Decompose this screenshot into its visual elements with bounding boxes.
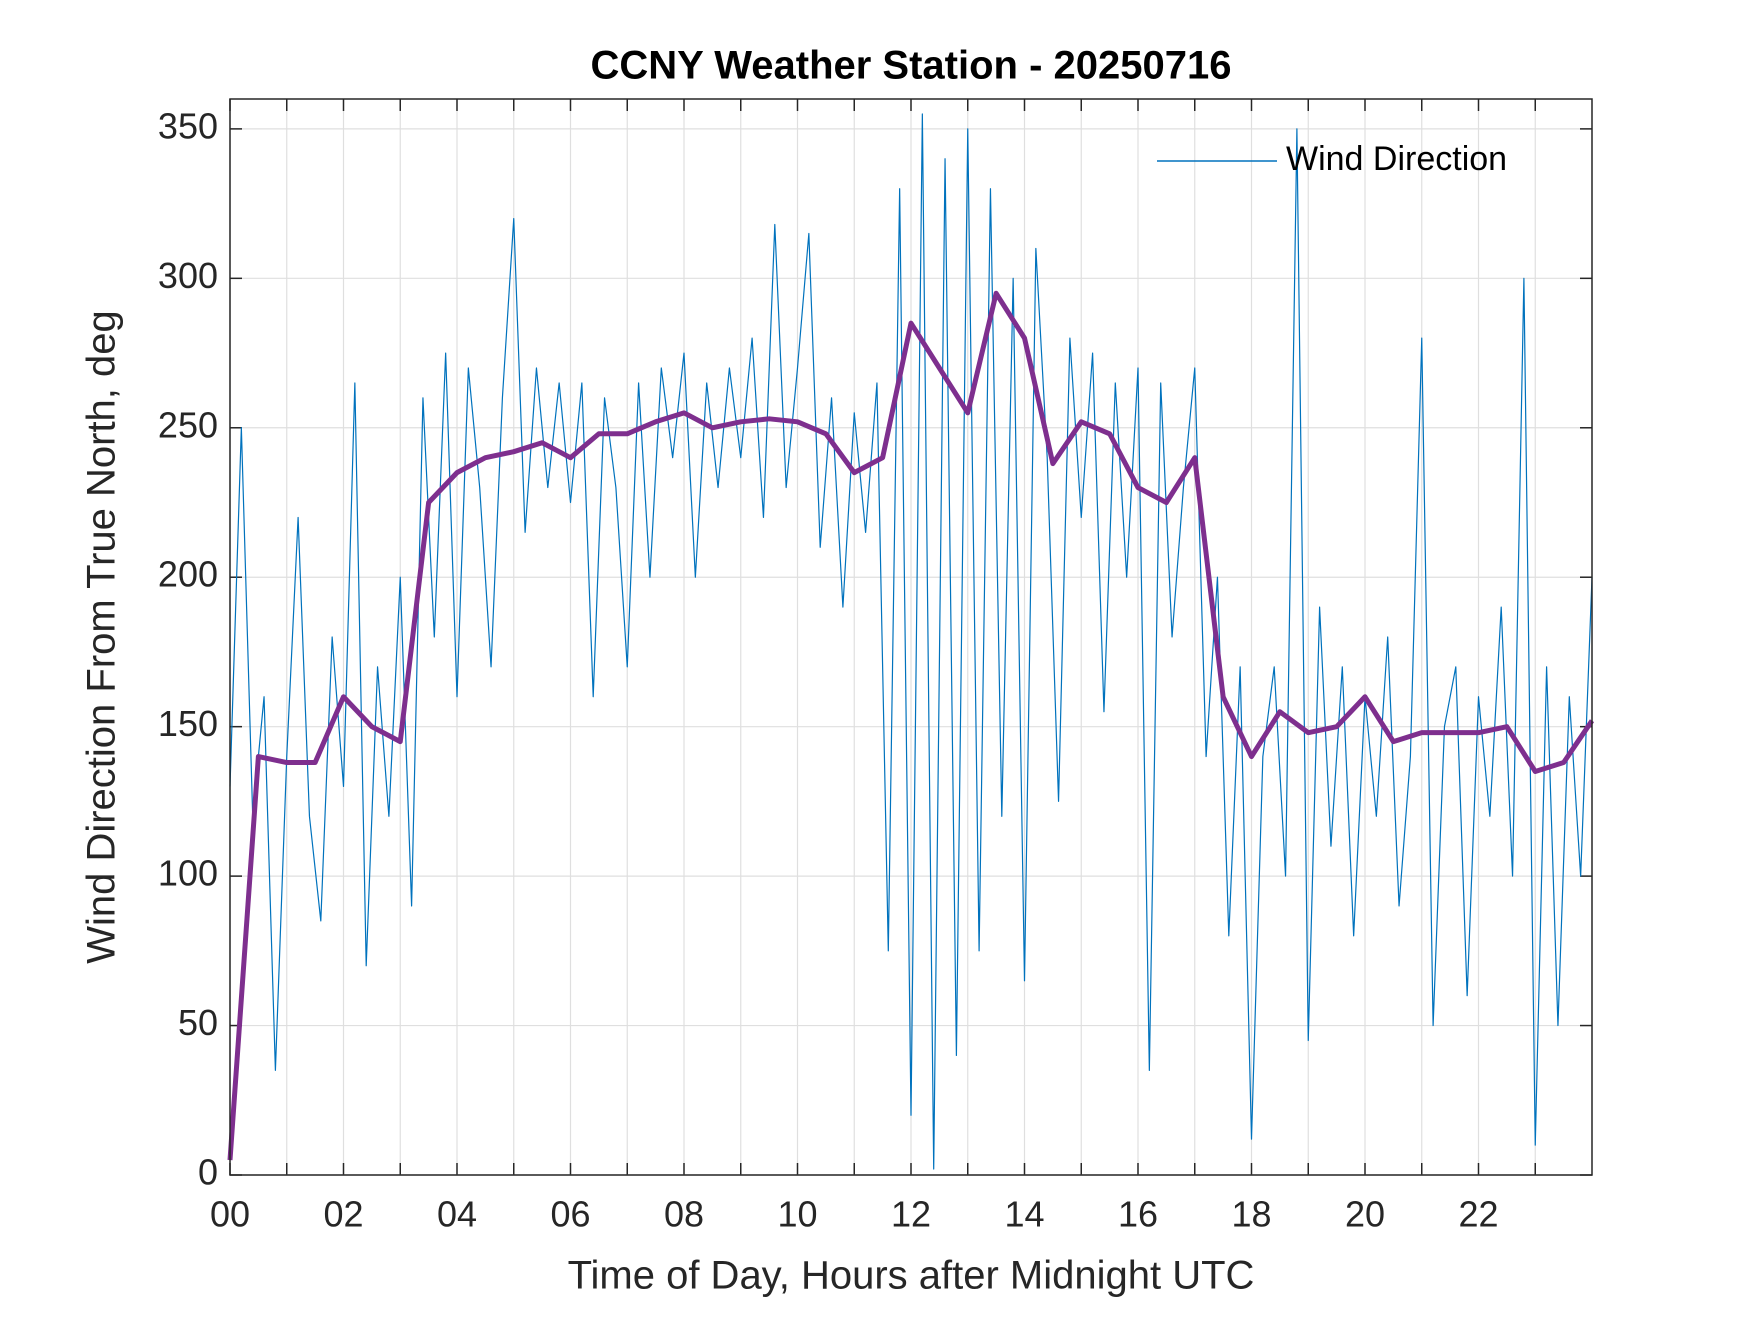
y-tick-label: 150 [158, 703, 218, 744]
x-tick-label: 18 [1231, 1194, 1271, 1235]
x-axis-label: Time of Day, Hours after Midnight UTC [568, 1254, 1255, 1298]
chart-title: CCNY Weather Station - 20250716 [591, 44, 1232, 88]
x-tick-label: 22 [1458, 1194, 1498, 1235]
data-line [227, 290, 1595, 1161]
x-tick-label: 04 [437, 1194, 477, 1235]
x-tick-label: 06 [550, 1194, 590, 1235]
x-tick-label: 16 [1118, 1194, 1158, 1235]
y-tick-label: 100 [158, 853, 218, 894]
y-tick-label: 50 [178, 1002, 218, 1043]
y-tick-label: 200 [158, 554, 218, 595]
y-axis-label: Wind Direction From True North, deg [80, 310, 124, 964]
x-tick-label: 10 [777, 1194, 817, 1235]
x-tick-label: 00 [210, 1194, 250, 1235]
x-tick-label: 14 [1004, 1194, 1044, 1235]
y-tick-label: 0 [198, 1152, 218, 1193]
axes-box [229, 98, 1593, 1176]
x-tick-label: 12 [891, 1194, 931, 1235]
x-tick-label: 20 [1345, 1194, 1385, 1235]
legend-label: Wind Direction [1286, 140, 1507, 178]
y-tick-label: 250 [158, 404, 218, 445]
x-tick-label: 08 [664, 1194, 704, 1235]
y-tick-label: 300 [158, 255, 218, 296]
x-tick-label: 02 [323, 1194, 363, 1235]
y-tick-label: 350 [158, 105, 218, 146]
